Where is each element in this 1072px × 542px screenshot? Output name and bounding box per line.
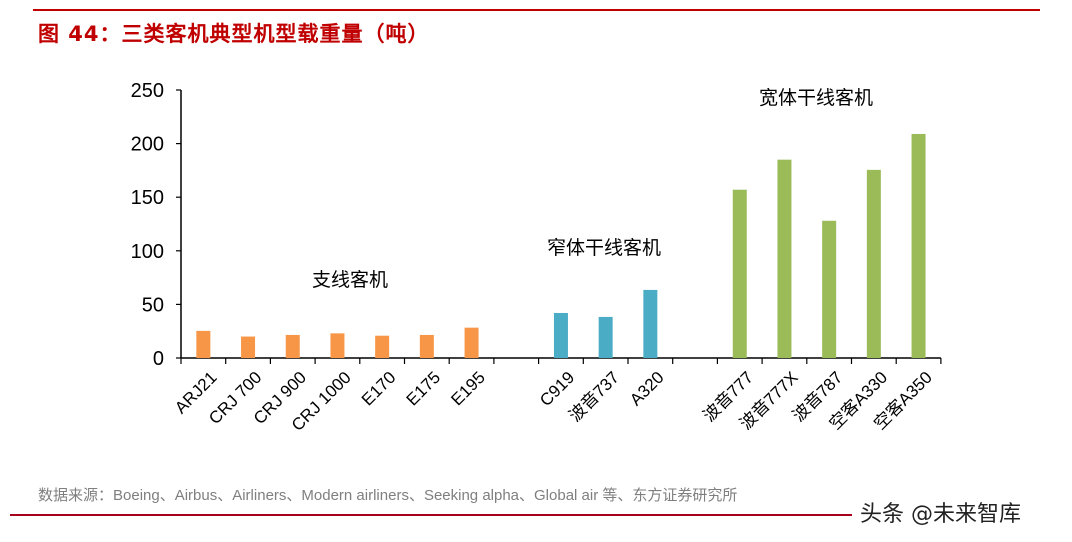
y-tick-label: 100 (131, 241, 164, 263)
chart-title: 图 44：三类客机典型机型载重量（吨） (38, 22, 430, 46)
x-tick-label: E170 (358, 368, 400, 410)
bar (643, 289, 658, 358)
bar (330, 333, 345, 358)
y-tick-label: 0 (153, 348, 164, 370)
group-label: 宽体干线客机 (759, 87, 873, 109)
bar (777, 159, 792, 358)
y-tick-label: 150 (131, 187, 164, 209)
x-tick-label: C919 (536, 368, 578, 410)
bar (911, 133, 926, 358)
group-label: 窄体干线客机 (547, 237, 661, 259)
source-note: 数据来源：Boeing、Airbus、Airliners、Modern airl… (38, 487, 738, 504)
bar (375, 335, 390, 358)
bar (732, 189, 747, 358)
x-tick-label: E195 (447, 368, 489, 410)
bar (553, 312, 568, 358)
group-label: 支线客机 (312, 269, 388, 291)
watermark: 头条 @未来智库 (860, 502, 1021, 527)
bar (822, 220, 837, 358)
y-tick-label: 200 (131, 134, 164, 156)
y-tick-label: 50 (142, 294, 164, 316)
bar (285, 334, 300, 358)
bar (866, 169, 881, 358)
bar (419, 334, 434, 358)
bar (196, 330, 211, 358)
x-tick-label: A320 (626, 368, 668, 410)
y-tick-label: 250 (131, 80, 164, 102)
x-tick-label: E175 (403, 368, 445, 410)
bar (464, 327, 479, 358)
bar (241, 336, 256, 358)
top-rule (33, 9, 1040, 11)
bar (598, 316, 613, 358)
bottom-rule (10, 514, 852, 516)
x-tick-label: 波音737 (565, 368, 623, 426)
